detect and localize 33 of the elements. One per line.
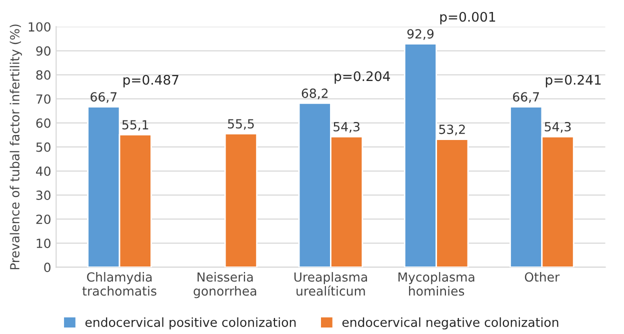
y-tick-label: 40 xyxy=(36,166,50,176)
x-tick-label: Mycoplasma hominies xyxy=(398,272,474,296)
y-tick-label: 20 xyxy=(36,214,50,224)
annotation: p=0.241 xyxy=(546,74,601,88)
x-tick-label: Ureaplasma urealíticum xyxy=(294,272,367,296)
y-tick-label: 80 xyxy=(36,70,50,80)
legend-label: endocervical negative colonization xyxy=(342,317,558,330)
data-label: 92,9 xyxy=(407,29,434,40)
data-label: 55,5 xyxy=(228,119,254,130)
x-tick-label: Neisseria gonorrhea xyxy=(194,272,256,298)
data-label: 68,2 xyxy=(302,88,328,100)
y-tick-label: 100 xyxy=(28,22,50,32)
data-label: 54,3 xyxy=(544,122,571,133)
y-tick-label: 0 xyxy=(44,262,50,272)
data-label: 55,1 xyxy=(122,120,148,131)
y-tick-label: 90 xyxy=(36,46,50,56)
x-tick-label: Other xyxy=(524,272,560,282)
data-label: 54,3 xyxy=(334,122,360,133)
y-tick-label: 30 xyxy=(36,190,50,200)
annotation: p=0.204 xyxy=(334,71,390,84)
x-tick-label: Chlamydia trachomatis xyxy=(82,272,156,296)
y-axis-title: Prevalence of tubal factor infertility (%) xyxy=(10,24,22,270)
y-tick-label: 60 xyxy=(36,118,50,128)
y-tick-label: 10 xyxy=(36,238,50,248)
y-tick-label: 70 xyxy=(36,94,50,104)
data-label: 66,7 xyxy=(513,92,539,103)
y-tick-label: 50 xyxy=(36,142,50,152)
text: p=0.001 xyxy=(440,12,496,24)
legend-label: endocervical positive colonization xyxy=(85,317,296,330)
bar xyxy=(224,133,258,268)
data-label: 66,7 xyxy=(90,92,117,103)
annotation: p=0.487 xyxy=(123,74,178,88)
data-label: 53,2 xyxy=(439,124,465,136)
